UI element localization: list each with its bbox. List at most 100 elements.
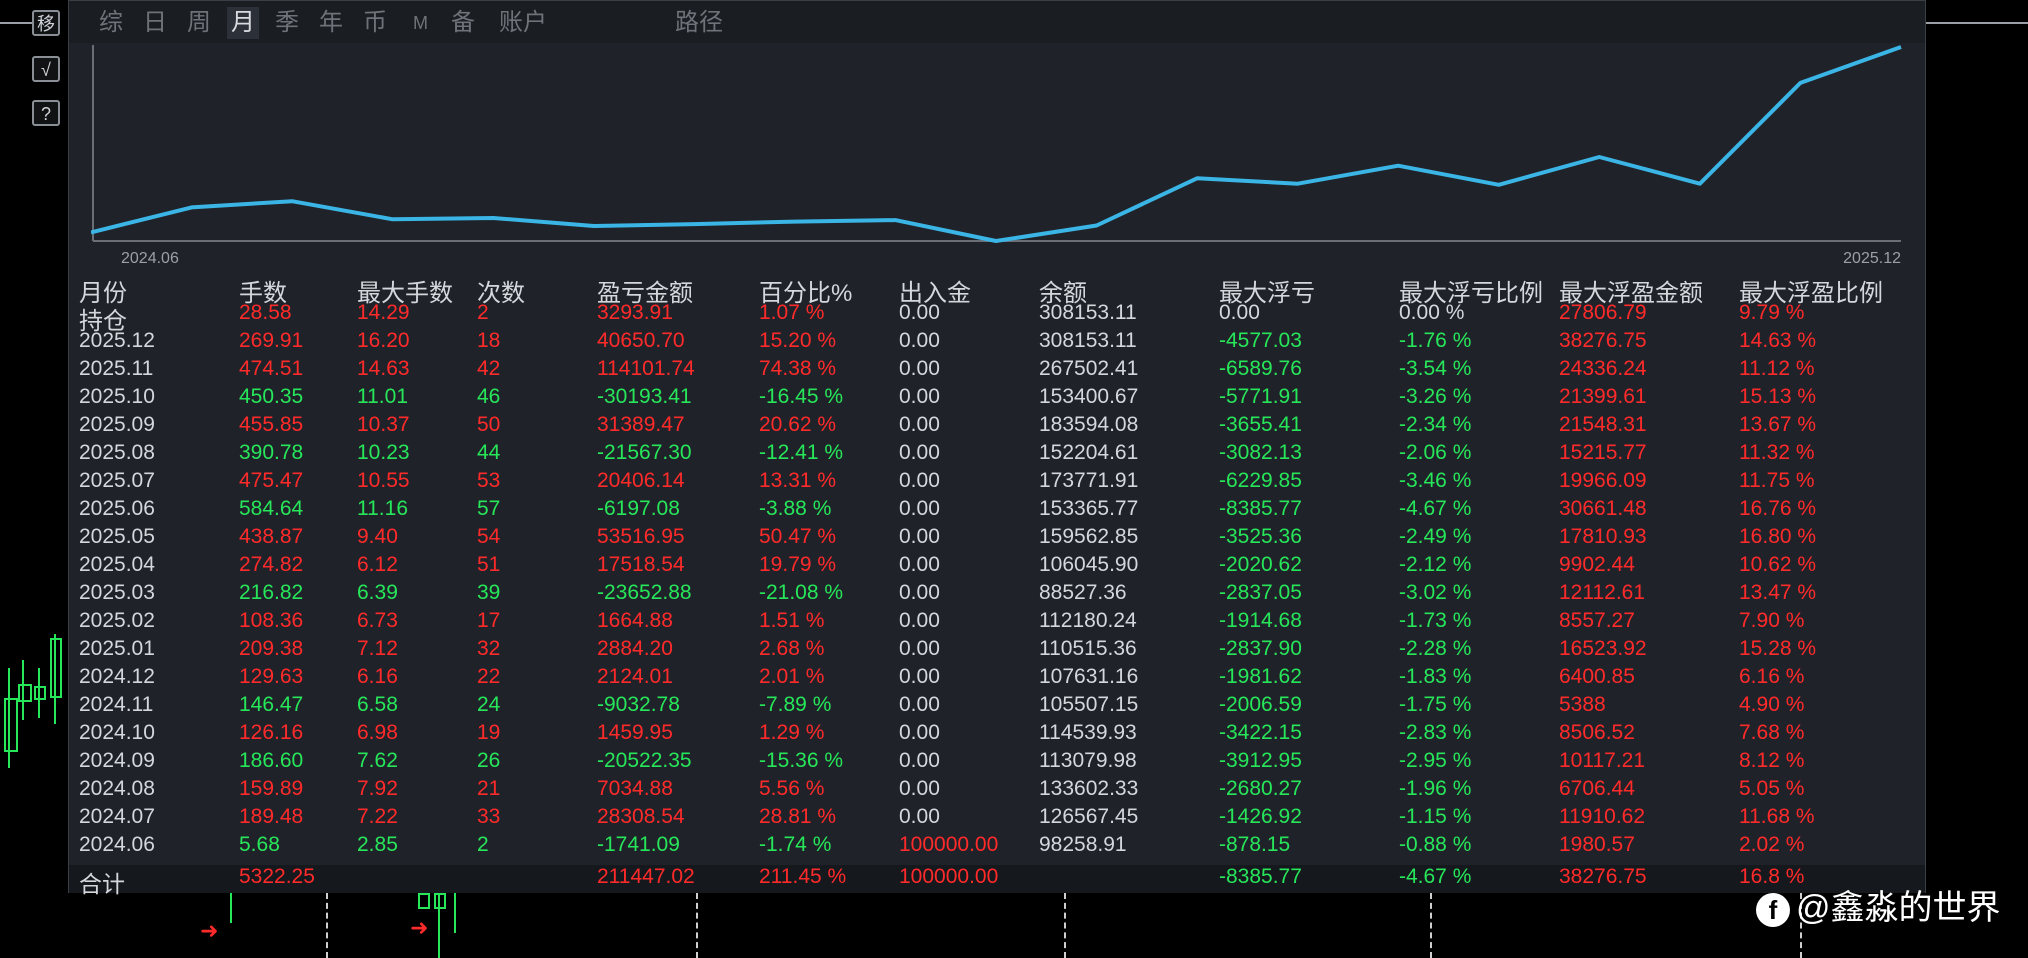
- cell-max-float-profit-pct: 8.12 %: [1739, 749, 1805, 772]
- watermark-text: @鑫淼的世界: [1796, 889, 2001, 927]
- cell-max-float-profit: 5388: [1559, 693, 1606, 716]
- cell-pnl: -30193.41: [597, 385, 692, 408]
- cell-max-float-profit-pct: 11.68 %: [1739, 805, 1815, 828]
- cell-month: 2025.05: [79, 525, 155, 548]
- table-row[interactable]: 2025.01 209.38 7.12 32 2884.20 2.68 % 0.00 1105…: [69, 637, 1925, 665]
- tab-monthly[interactable]: 月: [227, 7, 259, 39]
- cell-deposit: 0.00: [899, 581, 940, 604]
- candle: [454, 893, 456, 933]
- cell-percent: 5.56 %: [759, 777, 825, 800]
- tab-daily[interactable]: 日: [143, 9, 167, 36]
- table-row[interactable]: 2025.07 475.47 10.55 53 20406.14 13.31 % 0.00 1…: [69, 469, 1925, 497]
- cell-month: 2025.04: [79, 553, 155, 576]
- cell-count: 2: [477, 833, 489, 856]
- header-balance[interactable]: 余额: [1039, 280, 1087, 307]
- table-row[interactable]: 2024.07 189.48 7.22 33 28308.54 28.81 % 0.00 12…: [69, 805, 1925, 833]
- header-lots[interactable]: 手数: [239, 280, 287, 307]
- candle: [418, 893, 430, 909]
- cell-pnl: 28308.54: [597, 805, 685, 828]
- tab-overview[interactable]: 综: [99, 9, 123, 36]
- cell-percent: 15.20 %: [759, 329, 837, 352]
- cell-max-float-profit-pct: 10.62 %: [1739, 553, 1817, 576]
- table-row[interactable]: 2025.08 390.78 10.23 44 -21567.30 -12.41 % 0.0…: [69, 441, 1925, 469]
- cell-max-float-profit-pct: 14.63 %: [1739, 329, 1817, 352]
- total-max-float-profit-pct: 16.8 %: [1739, 865, 1805, 888]
- cell-percent: 50.47 %: [759, 525, 837, 548]
- grid-line: [326, 893, 328, 958]
- tab-yearly[interactable]: 年: [319, 9, 343, 36]
- cell-max-float-profit: 30661.48: [1559, 497, 1647, 520]
- cell-balance: 267502.41: [1039, 357, 1139, 380]
- table-row[interactable]: 2024.06 5.68 2.85 2 -1741.09 -1.74 % 100000.00…: [69, 833, 1925, 861]
- cell-pnl: 7034.88: [597, 777, 673, 800]
- cell-max-float-profit: 8557.27: [1559, 609, 1635, 632]
- cell-max-float-profit: 21399.61: [1559, 385, 1647, 408]
- cell-max-float-loss-pct: -0.88 %: [1399, 833, 1472, 856]
- grid-line: [1800, 893, 1802, 958]
- header-max-float-loss-pct[interactable]: 最大浮亏比例: [1399, 280, 1543, 307]
- table-row[interactable]: 2024.08 159.89 7.92 21 7034.88 5.56 % 0.00 1336…: [69, 777, 1925, 805]
- header-deposit[interactable]: 出入金: [899, 280, 971, 307]
- cell-max-float-loss: -1426.92: [1219, 805, 1302, 828]
- tab-account[interactable]: 账户: [499, 9, 547, 36]
- table-row[interactable]: 2025.05 438.87 9.40 54 53516.95 50.47 % 0.00 15…: [69, 525, 1925, 553]
- table-row[interactable]: 2025.09 455.85 10.37 50 31389.47 20.62 % 0.00 1…: [69, 413, 1925, 441]
- header-max-float-loss[interactable]: 最大浮亏: [1219, 280, 1315, 307]
- tab-quarterly[interactable]: 季: [275, 9, 299, 36]
- table-row[interactable]: 2025.12 269.91 16.20 18 40650.70 15.20 % 0.00 3…: [69, 329, 1925, 357]
- check-button[interactable]: √: [32, 56, 60, 82]
- table-row[interactable]: 2024.09 186.60 7.62 26 -20522.35 -15.36 % 0.00…: [69, 749, 1925, 777]
- table-row[interactable]: 2025.06 584.64 11.16 57 -6197.08 -3.88 % 0.00 1…: [69, 497, 1925, 525]
- cell-month: 2025.08: [79, 441, 155, 464]
- table-row[interactable]: 2025.02 108.36 6.73 17 1664.88 1.51 % 0.00 1121…: [69, 609, 1925, 637]
- cell-pnl: 3293.91: [597, 301, 673, 324]
- header-count[interactable]: 次数: [477, 280, 525, 307]
- help-button[interactable]: ?: [32, 100, 60, 126]
- cell-balance: 112180.24: [1039, 609, 1137, 632]
- cell-pnl: -6197.08: [597, 497, 680, 520]
- header-max-float-profit-pct[interactable]: 最大浮盈比例: [1739, 280, 1883, 307]
- tab-currency[interactable]: 币: [363, 9, 387, 36]
- table-row[interactable]: 2025.03 216.82 6.39 39 -23652.88 -21.08 % 0.00…: [69, 581, 1925, 609]
- table-row[interactable]: 2024.12 129.63 6.16 22 2124.01 2.01 % 0.00 1076…: [69, 665, 1925, 693]
- header-month[interactable]: 月份: [79, 280, 127, 307]
- cell-max-float-profit: 10117.21: [1559, 749, 1646, 772]
- cell-month: 2024.06: [79, 833, 155, 856]
- cell-max-float-profit: 8506.52: [1559, 721, 1635, 744]
- table-row[interactable]: 2025.04 274.82 6.12 51 17518.54 19.79 % 0.00 10…: [69, 553, 1925, 581]
- equity-line: [91, 45, 1902, 243]
- cell-balance: 98258.91: [1039, 833, 1127, 856]
- cell-count: 26: [477, 749, 501, 772]
- cell-pnl: -20522.35: [597, 749, 692, 772]
- table-row[interactable]: 2024.11 146.47 6.58 24 -9032.78 -7.89 % 0.00 10…: [69, 693, 1925, 721]
- header-max-float-profit[interactable]: 最大浮盈金额: [1559, 280, 1703, 307]
- cell-pnl: -1741.09: [597, 833, 680, 856]
- table-row[interactable]: 2024.10 126.16 6.98 19 1459.95 1.29 % 0.00 1145…: [69, 721, 1925, 749]
- cell-max-float-loss: -3422.15: [1219, 721, 1302, 744]
- total-max-float-loss-pct: -4.67 %: [1399, 865, 1472, 888]
- cell-month: 2024.11: [79, 693, 154, 716]
- cell-balance: 153400.67: [1039, 385, 1139, 408]
- table-row[interactable]: 持仓 28.58 14.29 2 3293.91 1.07 % 0.00 308153.11 0…: [69, 301, 1925, 335]
- tab-m[interactable]: M: [413, 13, 428, 33]
- move-button[interactable]: 移: [32, 10, 60, 36]
- cell-count: 18: [477, 329, 501, 352]
- cell-deposit: 0.00: [899, 609, 940, 632]
- cell-max-float-loss-pct: -1.75 %: [1399, 693, 1472, 716]
- header-max-lots[interactable]: 最大手数: [357, 280, 453, 307]
- table-row[interactable]: 2025.10 450.35 11.01 46 -30193.41 -16.45 % 0.0…: [69, 385, 1925, 413]
- tab-weekly[interactable]: 周: [187, 9, 211, 36]
- table-row[interactable]: 2025.11 474.51 14.63 42 114101.74 74.38 % 0.00…: [69, 357, 1925, 385]
- cell-count: 24: [477, 693, 501, 716]
- cell-max-lots: 14.29: [357, 301, 410, 324]
- header-pnl[interactable]: 盈亏金额: [597, 280, 693, 307]
- cell-max-float-profit: 1980.57: [1559, 833, 1635, 856]
- cell-month: 持仓: [79, 308, 127, 335]
- tab-notes[interactable]: 备: [451, 9, 475, 36]
- tab-path[interactable]: 路径: [675, 9, 723, 36]
- cell-balance: 159562.85: [1039, 525, 1139, 548]
- cell-max-lots: 14.63: [357, 357, 410, 380]
- cell-lots: 390.78: [239, 441, 304, 464]
- cell-pnl: -9032.78: [597, 693, 680, 716]
- header-percent[interactable]: 百分比%: [759, 280, 853, 307]
